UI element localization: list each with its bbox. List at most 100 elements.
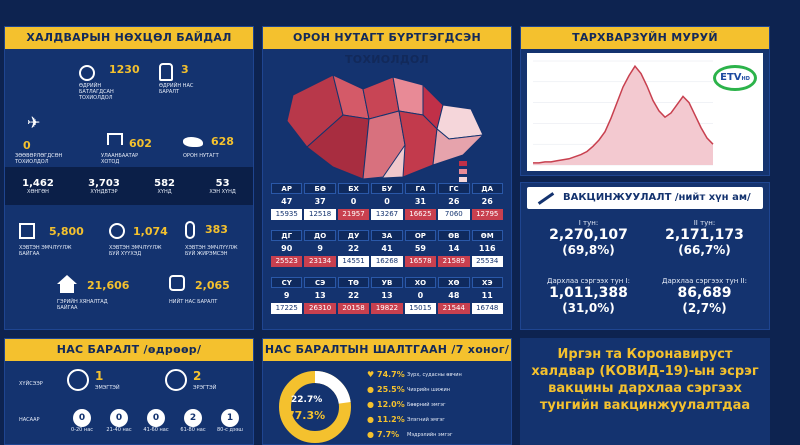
booster2-label: Дархлаа сэргээх тун II: [662,277,747,285]
countryside-label: ОРОН НУТАГТ [183,153,219,159]
region-total: 13267 [371,209,403,220]
cause-item: ♥ 74.7% Зүрх, судасны өвчин [367,367,505,382]
dose1-label: I тун: [578,219,599,227]
total-deaths-label: НИЙТ НАС БАРАЛТ [169,299,218,305]
ub-label: УЛААНБААТАР ХОТОД [101,153,139,165]
status-panel: ХАЛДВАРЫН НӨХЦӨЛ БАЙДАЛ 1230 ӨДРИЙН БАТЛ… [4,26,254,330]
region-today-row: 47 37 0 0 31 26 26 [271,196,503,207]
region-code: ДА [471,183,503,194]
region-total: 25534 [471,256,503,267]
region-today: 37 [314,197,326,206]
children-value: 1,074 [133,225,168,238]
severity-label: ХЭН ХҮНД [209,188,236,195]
region-code: ДО [304,230,336,241]
region-today: 14 [448,244,460,253]
region-total: 20158 [337,303,370,314]
region-code: СҮ [271,277,303,288]
region-today: 22 [347,291,360,300]
curve-line [533,64,714,164]
region-today: 41 [381,244,393,253]
region-today-row: 9 13 22 13 0 48 11 [271,290,503,301]
mongolia-map-icon [183,137,203,147]
booster2-pct: (2,7%) [682,301,727,315]
region-total: 16748 [471,303,503,314]
regions-panel: ОРОН НУТАГТ БҮРТГЭГДСЭН ТОХИОЛДОЛ АР БӨ … [262,26,512,330]
booster1: Дархлаа сэргээх тун I: 1,011,388 (31,0%) [531,277,646,315]
region-code: ХО [404,277,437,288]
house-body-icon [60,284,74,293]
age-range: 61-80 нас [180,427,206,433]
imported-value: 0 [23,139,31,152]
dose1-pct: (69,8%) [562,243,615,257]
house-icon [57,275,77,284]
region-code: ДУ [337,230,370,241]
causes-donut [279,371,351,443]
age-group: 2 61-80 нас [176,409,210,433]
regions-table: АР БӨ БХ БУ ГА ГС ДА 47 37 0 0 31 26 26 … [271,183,503,316]
drop-icon: ● [367,385,374,394]
cause-pct: 74.7% [377,370,405,379]
virus-icon [79,65,95,81]
causes-title: НАС БАРАЛТЫН ШАЛТГААН /7 хоног/ [263,339,511,361]
region-total: 7060 [438,209,470,220]
booster1-label: Дархлаа сэргээх тун I: [547,277,630,285]
donut-top-pct: 22.7% [291,395,323,405]
dose2-label: II тун: [693,219,716,227]
region-codes-row: ДГ ДО ДУ ЗА ОР ӨВ ӨМ [271,230,503,241]
liver-icon: ● [367,415,374,424]
region-codes-row: СҮ СЭ ТӨ УВ ХО ХӨ ХЭ [271,277,503,288]
regions-title: ОРОН НУТАГТ БҮРТГЭГДСЭН ТОХИОЛДОЛ [263,27,511,66]
region-code: ӨМ [471,230,503,241]
vaccine-header: ВАКЦИНЖУУЛАЛТ /нийт хүн ам/ [527,187,763,209]
severity-item: 582 ХҮНД [154,178,175,195]
region-total: 16578 [404,256,437,267]
donut-bottom-pct: 77.3% [287,409,326,422]
cause-pct: 12.0% [377,400,405,409]
region-total: 14551 [337,256,370,267]
donut-segment [279,371,351,443]
brain-icon: ● [367,430,374,439]
region-total-row: 15935 12518 21957 13267 16625 7060 12795 [271,209,503,220]
age-value: 2 [184,409,202,427]
male-value: 2 [193,369,202,383]
region-code: ХӨ [438,277,470,288]
hospitalized-value: 5,800 [49,225,84,238]
region-code: ӨВ [438,230,470,241]
region-today-row: 90 9 22 41 59 14 116 [271,243,503,254]
region-total: 17225 [271,303,303,314]
confirmed-today-label: ӨДРИЙН БАТЛАГДСАН ТОХИОЛДОЛ [79,83,114,101]
home-monitor-value: 21,606 [87,279,130,292]
home-monitor-label: ГЭРИЙН ХЯНАЛТАД БАЙГАА [57,299,108,311]
severity-strip: 1,462 ХӨНГӨН 3,703 ХҮНДВТЭР 582 ХҮНД 53 … [5,167,253,205]
region-total-row: 25523 23134 14551 16268 16578 21589 2553… [271,256,503,267]
heart-icon: ♥ [367,370,375,379]
mongolia-map [286,74,485,182]
region-code: ГА [404,183,437,194]
age-range: 80-с дээш [216,427,244,433]
region-total: 23134 [304,256,336,267]
total-deaths-value: 2,065 [195,279,230,292]
dose2-pct: (66,7%) [678,243,731,257]
etv-logo-text: ETV [720,72,742,83]
dose2: II тун: 2,171,173 (66,7%) [647,219,762,257]
etv-logo: ETVHD [713,65,757,91]
age-value: 0 [73,409,91,427]
region-code: УВ [371,277,403,288]
appeal-panel: Иргэн та Коронавируст халдвар (КОВИД-19)… [520,338,770,445]
status-title: ХАЛДВАРЫН НӨХЦӨЛ БАЙДАЛ [5,27,253,49]
age-group: 0 41-60 нас [139,409,173,433]
deaths-today-value: 3 [181,63,189,76]
cause-item: ● 12.0% Бөөрний эмгэг [367,397,505,412]
cause-label: Зүрх, судасны өвчин [407,371,462,378]
female-label: ЭМЭГТЭЙ [95,385,120,391]
vaccine-panel: ВАКЦИНЖУУЛАЛТ /нийт хүн ам/ I тун: 2,270… [520,182,770,330]
cause-item: ● 25.5% Чихрийн шижин [367,382,505,397]
region-code: ОР [404,230,437,241]
region-code: АР [271,183,303,194]
age-group: 0 0-20 нас [65,409,99,433]
region-code: БӨ [304,183,336,194]
region-total-row: 17225 26310 20158 19822 15015 21544 1674… [271,303,503,314]
region-today: 11 [481,291,493,300]
deaths-daily-panel: НАС БАРАЛТ /өдрөөр/ ХҮЙСЭЭР 1 ЭМЭГТЭЙ 2 … [4,338,254,445]
cause-item: ● 7.7% Мэдрэлийн эмгэг [367,427,505,442]
